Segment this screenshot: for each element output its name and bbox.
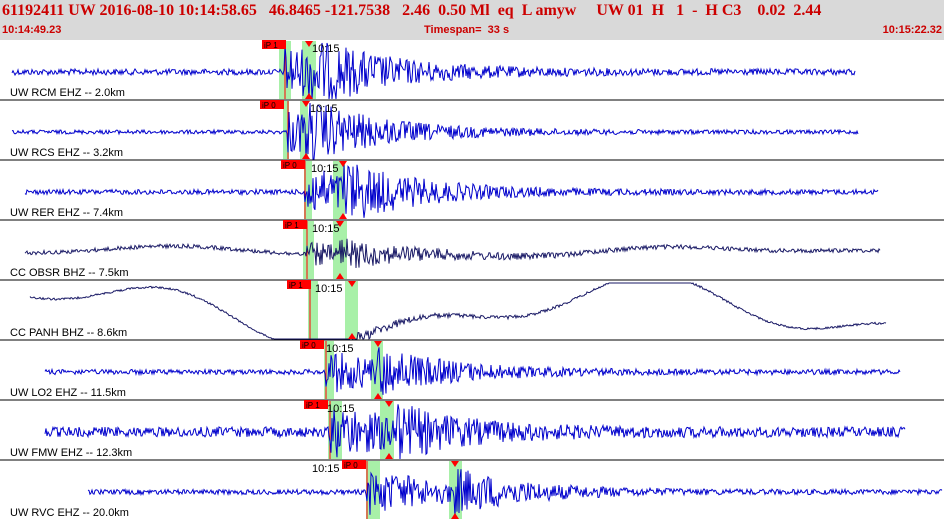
s-pick-marker-top[interactable] [385,401,393,407]
time-mark: 10:15 [312,43,340,55]
s-pick-marker-top[interactable] [302,101,310,107]
s-pick-marker-bottom[interactable] [302,153,310,159]
time-mark: 10:15 [315,283,343,295]
station-label: UW RER EHZ -- 7.4km [10,207,123,219]
end-time: 10:15:22.32 [882,24,942,36]
s-pick-marker-top[interactable] [348,281,356,287]
s-pick-marker-bottom[interactable] [339,213,347,219]
s-pick-marker-bottom[interactable] [348,333,356,339]
waveform-trace[interactable] [29,282,887,340]
pick-flag[interactable] [300,340,324,349]
pick-flag[interactable] [262,40,286,49]
s-pick-marker-bottom[interactable] [336,273,344,279]
waveform-trace[interactable] [44,347,901,395]
seismogram-panel[interactable]: iP 1 10:15 UW RCM EHZ -- 2.0km iP 0 10:15 UW … [0,40,944,520]
time-mark: 10:15 [312,223,340,235]
pick-window [371,341,383,399]
pick-window [304,161,312,219]
station-label: UW LO2 EHZ -- 11.5km [10,387,126,399]
pick-window [300,101,308,159]
time-mark: 10:15 [310,103,338,115]
pick-flag[interactable] [283,220,307,229]
waveform-trace[interactable] [11,42,856,100]
time-mark: 10:15 [311,163,339,175]
pick-flag-label: iP 1 [264,41,278,50]
s-pick-marker-bottom[interactable] [305,93,313,99]
waveform-trace[interactable] [11,102,859,160]
station-label: UW RCS EHZ -- 3.2km [10,147,123,159]
s-pick-marker-top[interactable] [451,461,459,467]
station-label: UW RCM EHZ -- 2.0km [10,87,125,99]
pick-window [345,281,358,339]
time-mark: 10:15 [326,343,354,355]
header-bar: 61192411 UW 2016-08-10 10:14:58.65 46.84… [0,0,944,40]
time-mark: 10:15 [327,403,355,415]
pick-flag[interactable] [260,100,284,109]
pick-window [303,221,314,279]
waveform-trace[interactable] [44,404,906,460]
pick-flag[interactable] [304,400,328,409]
station-label: UW RVC EHZ -- 20.0km [10,507,129,519]
pick-window [308,281,318,339]
waveform-trace[interactable] [24,238,881,269]
pick-flag[interactable] [281,160,305,169]
pick-flag[interactable] [342,460,366,469]
station-label: CC PANH BHZ -- 8.6km [10,327,127,339]
event-title: 61192411 UW 2016-08-10 10:14:58.65 46.84… [2,2,822,19]
pick-flag-label: iP 0 [262,101,276,110]
time-mark: 10:15 [312,463,340,475]
s-pick-marker-bottom[interactable] [385,453,393,459]
s-pick-marker-top[interactable] [305,41,313,47]
s-pick-marker-bottom[interactable] [374,393,382,399]
pick-flag[interactable] [287,280,311,289]
s-pick-marker-top[interactable] [374,341,382,347]
pick-flag-label: iP 0 [283,161,297,170]
pick-flag-label: iP 0 [302,341,316,350]
s-pick-marker-top[interactable] [339,161,347,167]
waveform-trace[interactable] [24,164,879,218]
pick-flag-label: iP 1 [306,401,320,410]
start-time: 10:14:49.23 [2,24,62,36]
station-label: UW FMW EHZ -- 12.3km [10,447,132,459]
pick-flag-label: iP 1 [289,281,303,290]
pick-flag-label: iP 1 [285,221,299,230]
timespan-label: Timespan= 33 s [424,24,510,36]
s-pick-marker-bottom[interactable] [451,513,459,519]
waveform-trace[interactable] [87,469,943,518]
pick-flag-label: iP 0 [344,461,358,470]
station-label: CC OBSR BHZ -- 7.5km [10,267,129,279]
s-pick-marker-top[interactable] [336,221,344,227]
